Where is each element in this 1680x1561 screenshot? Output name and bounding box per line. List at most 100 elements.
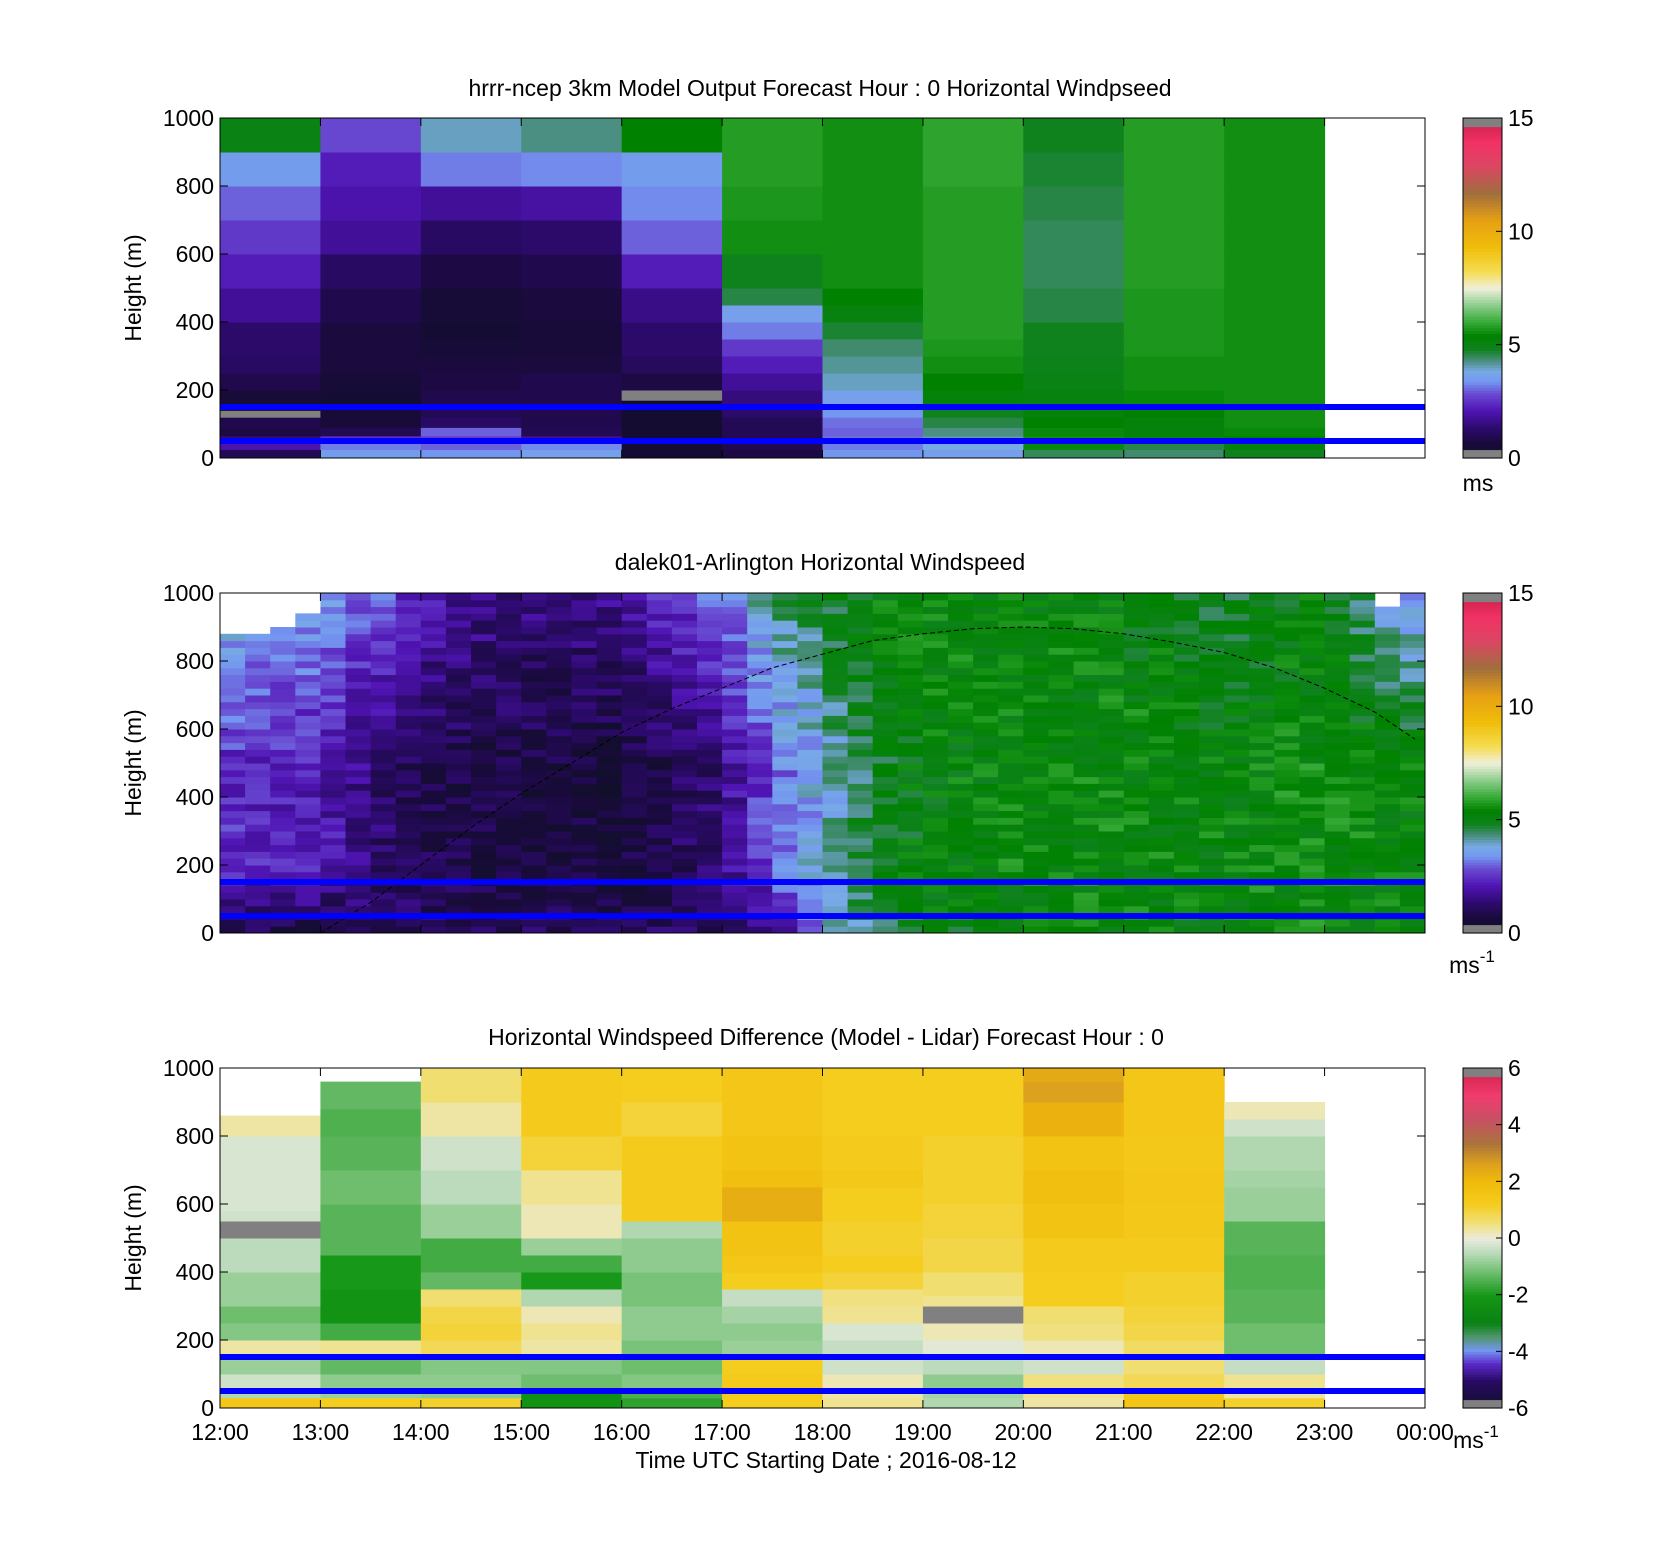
heat-cell bbox=[295, 899, 321, 907]
heat-cell bbox=[1148, 756, 1175, 764]
heat-cell bbox=[1123, 186, 1225, 221]
heat-cell bbox=[822, 599, 849, 608]
heat-cell bbox=[722, 701, 748, 710]
heat-cell bbox=[521, 593, 547, 601]
heat-cell bbox=[772, 831, 798, 839]
heat-cell bbox=[1224, 844, 1250, 852]
heat-cell bbox=[1224, 593, 1250, 601]
colorbar-swatch bbox=[1463, 1314, 1502, 1318]
heat-cell bbox=[621, 688, 648, 696]
heat-cell bbox=[1349, 701, 1376, 710]
heat-cell bbox=[1123, 735, 1150, 744]
heat-cell bbox=[1299, 926, 1326, 934]
heat-cell bbox=[596, 769, 623, 778]
heat-cell bbox=[621, 1187, 723, 1222]
heat-cell bbox=[1299, 606, 1326, 614]
heat-cell bbox=[471, 661, 497, 669]
heat-cell bbox=[1173, 715, 1200, 723]
heat-cell bbox=[320, 742, 347, 750]
heat-cell bbox=[646, 865, 673, 873]
heat-cell bbox=[696, 695, 723, 703]
colorbar-swatch bbox=[1463, 692, 1502, 696]
heat-cell bbox=[948, 756, 974, 764]
heat-cell bbox=[1224, 695, 1250, 703]
heat-cell bbox=[320, 186, 422, 221]
heat-cell bbox=[822, 288, 924, 306]
heat-cell bbox=[1274, 790, 1300, 798]
heat-cell bbox=[295, 763, 321, 771]
heat-cell bbox=[1123, 831, 1150, 839]
heat-cell bbox=[747, 606, 773, 614]
heat-cell bbox=[270, 735, 296, 744]
colorbar-swatch bbox=[1463, 836, 1502, 841]
heat-cell bbox=[897, 756, 924, 764]
heat-cell bbox=[948, 851, 974, 859]
heat-cell bbox=[722, 373, 823, 391]
heat-cell bbox=[973, 599, 999, 608]
heat-cell bbox=[320, 729, 347, 737]
heat-cell bbox=[1123, 647, 1150, 655]
heat-cell bbox=[1224, 599, 1250, 608]
heat-cell bbox=[1098, 715, 1125, 723]
heat-cell bbox=[1123, 593, 1150, 601]
heat-cell bbox=[571, 647, 598, 655]
heat-cell bbox=[822, 1357, 924, 1375]
heat-cell bbox=[1249, 790, 1275, 798]
heat-cell bbox=[646, 688, 673, 696]
colorbar-swatch bbox=[1463, 882, 1502, 886]
heat-cell bbox=[646, 735, 673, 744]
heat-cell bbox=[1399, 688, 1426, 696]
heat-cell bbox=[922, 756, 949, 764]
heat-cell bbox=[822, 674, 849, 682]
heat-cell bbox=[998, 613, 1024, 621]
heat-cell bbox=[245, 742, 271, 750]
heat-cell bbox=[822, 620, 849, 628]
heat-cell bbox=[1123, 1102, 1225, 1137]
heat-cell bbox=[646, 763, 673, 771]
colorbar-swatch bbox=[1463, 174, 1502, 179]
heat-cell bbox=[295, 797, 321, 805]
heat-cell bbox=[546, 749, 572, 757]
heat-cell bbox=[1073, 831, 1100, 839]
heat-cell bbox=[847, 865, 874, 873]
heat-cell bbox=[320, 885, 347, 893]
colorbar-swatch bbox=[1463, 1068, 1502, 1072]
heat-cell bbox=[646, 681, 673, 689]
colorbar-swatch bbox=[1463, 1263, 1502, 1267]
heat-cell bbox=[621, 254, 723, 289]
heat-cell bbox=[521, 1397, 623, 1409]
heat-cell bbox=[722, 783, 748, 791]
heat-cell bbox=[320, 449, 422, 459]
heat-cell bbox=[948, 613, 974, 621]
heat-cell bbox=[1224, 633, 1250, 642]
x-tick-label: 13:00 bbox=[292, 1419, 350, 1445]
heat-cell bbox=[521, 1068, 623, 1103]
heat-cell bbox=[621, 729, 648, 737]
heat-cell bbox=[872, 926, 899, 934]
heat-cell bbox=[496, 599, 522, 608]
heat-cell bbox=[1199, 729, 1225, 737]
heat-cell bbox=[370, 817, 397, 825]
heat-cell bbox=[420, 824, 447, 832]
heat-cell bbox=[596, 654, 623, 662]
heat-cell bbox=[822, 373, 924, 391]
heat-cell bbox=[596, 715, 623, 723]
heat-cell bbox=[471, 708, 497, 716]
heat-cell bbox=[973, 627, 999, 635]
heat-cell bbox=[320, 926, 347, 934]
heat-cell bbox=[295, 647, 321, 655]
colorbar-swatch bbox=[1463, 802, 1502, 807]
heat-cell bbox=[1098, 919, 1125, 927]
heat-cell bbox=[1349, 763, 1376, 771]
heat-cell bbox=[1173, 681, 1200, 689]
heat-cell bbox=[621, 817, 648, 825]
heat-cell bbox=[420, 1272, 522, 1290]
heat-cell bbox=[245, 681, 271, 689]
heat-cell bbox=[922, 769, 949, 778]
heat-cell bbox=[571, 715, 598, 723]
colorbar-swatch bbox=[1463, 658, 1502, 662]
heat-cell bbox=[445, 769, 472, 778]
heat-cell bbox=[1374, 722, 1401, 730]
heat-cell bbox=[922, 417, 1024, 428]
heat-cell bbox=[1399, 667, 1426, 676]
